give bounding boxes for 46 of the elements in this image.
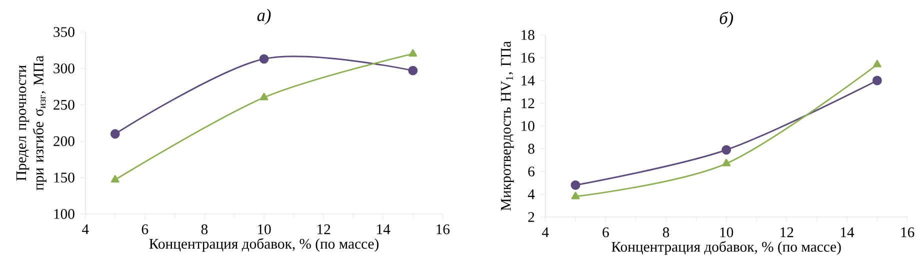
x-tick-label: 8 <box>201 224 208 234</box>
y-tick-label: 16 <box>522 52 535 63</box>
y-tick-label: 200 <box>54 136 74 146</box>
x-tick-label: 4 <box>542 227 549 238</box>
point <box>408 49 418 57</box>
y-tick-label: 10 <box>522 121 534 131</box>
y-axis-title: Микротвердость HV$_{1}$, ГПа <box>501 41 514 211</box>
y-tick-label: 300 <box>54 63 74 74</box>
y-tick-label: 250 <box>54 100 74 110</box>
point <box>110 129 120 139</box>
point <box>408 66 418 76</box>
y-tick-label: 12 <box>522 98 534 108</box>
y-tick-label: 18 <box>522 30 534 40</box>
x-tick-label: 10 <box>258 224 271 234</box>
x-tick-label: 4 <box>82 224 89 234</box>
point <box>259 54 269 64</box>
y-tick-label: 150 <box>54 172 74 183</box>
y-tick-label: 4 <box>528 189 535 200</box>
y-tick-label: 14 <box>522 76 535 86</box>
x-tick-label: 14 <box>377 224 390 234</box>
point <box>872 76 882 86</box>
point <box>110 175 120 183</box>
x-tick-label: 14 <box>840 227 854 238</box>
point <box>722 145 732 155</box>
x-axis-title: Концентрация добавок, % (по массе) <box>149 238 378 252</box>
point <box>722 158 731 166</box>
x-tick-label: 16 <box>901 227 914 238</box>
point <box>872 60 882 68</box>
x-tick-label: 12 <box>780 227 794 238</box>
x-tick-label: 8 <box>662 227 670 238</box>
x-tick-label: 12 <box>318 224 330 234</box>
point <box>571 192 580 200</box>
chart-title: а) <box>257 8 271 25</box>
x-tick-label: 10 <box>720 227 734 238</box>
chart-title: б) <box>720 12 734 28</box>
y-tick-label: 100 <box>54 209 74 219</box>
y-tick-label: 2 <box>528 212 534 222</box>
x-tick-label: 6 <box>142 224 148 234</box>
y-tick-label: 350 <box>54 27 74 37</box>
x-axis-title: Концентрация добавок, % (по массе) <box>612 241 841 255</box>
y-tick-label: 6 <box>528 166 535 176</box>
y-tick-label: 8 <box>528 144 534 154</box>
x-tick-label: 16 <box>436 224 450 234</box>
point <box>260 92 268 100</box>
point <box>570 180 580 190</box>
x-tick-label: 6 <box>602 227 609 238</box>
